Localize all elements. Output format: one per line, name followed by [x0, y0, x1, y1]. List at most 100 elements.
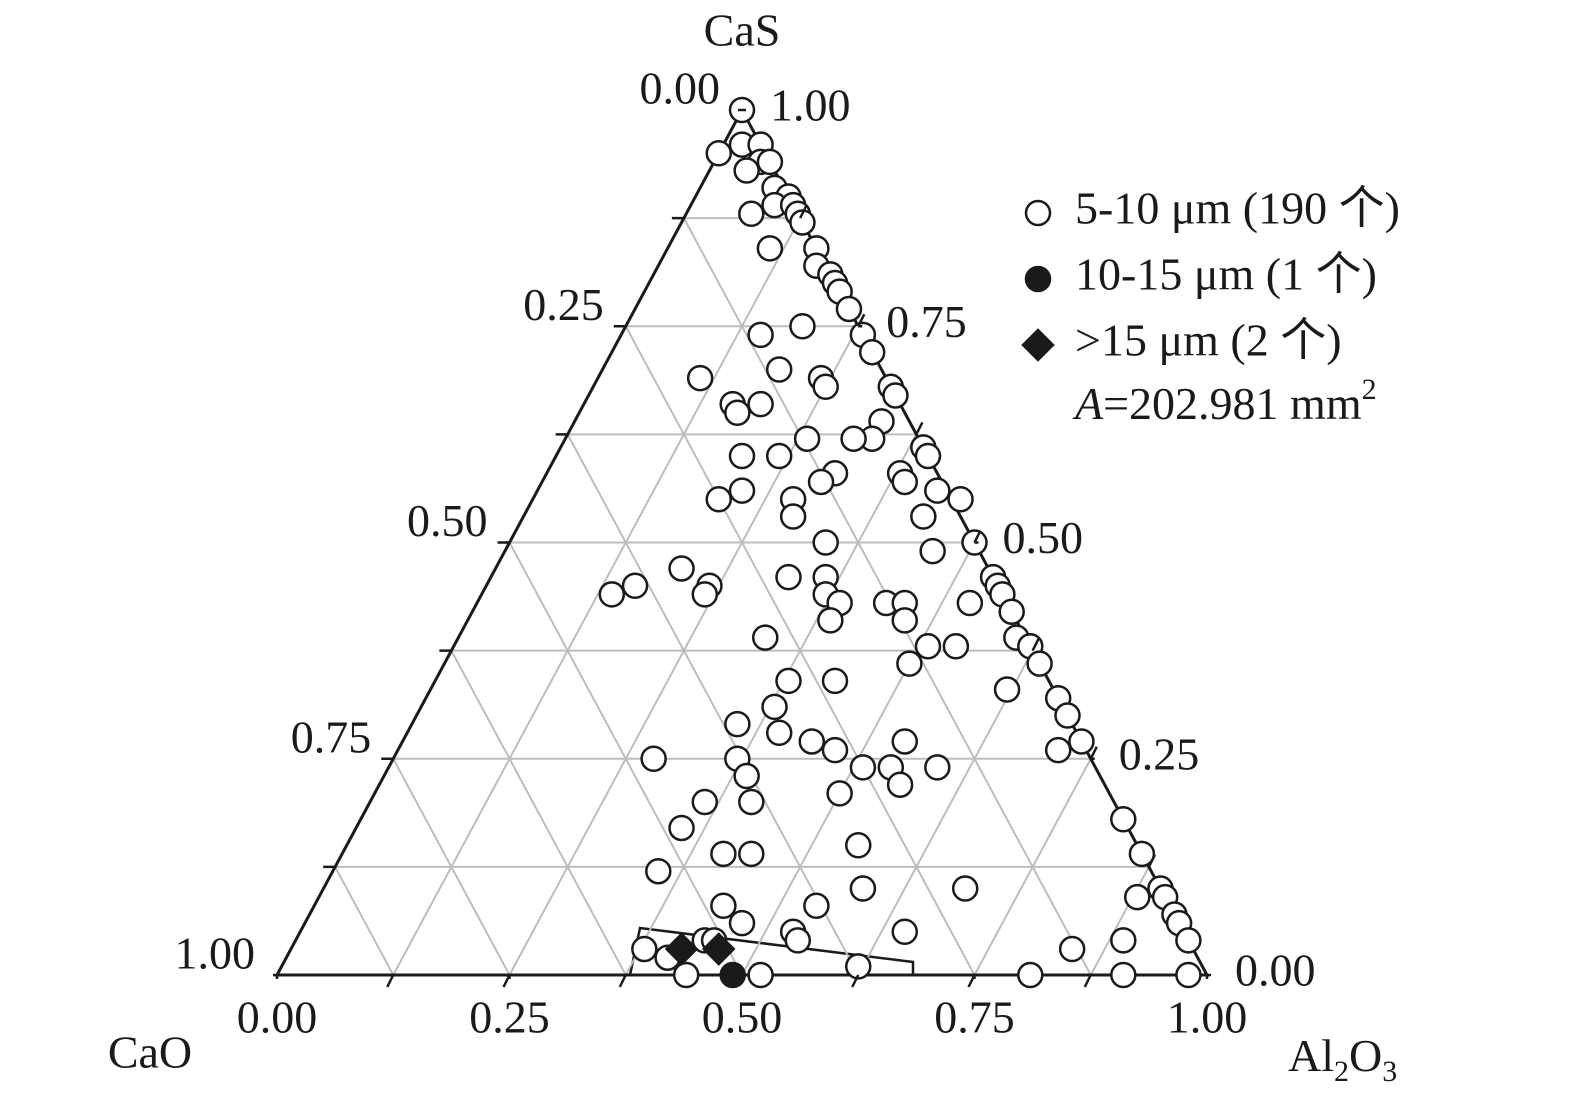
open-circle-marker: [645, 857, 672, 885]
legend-marker: [1024, 199, 1052, 227]
open-circle-marker: [826, 780, 853, 807]
grid-line: [973, 758, 1092, 976]
open-circle-marker: [919, 537, 946, 565]
open-circle-marker: [765, 356, 793, 383]
open-circle-marker: [728, 909, 756, 937]
diamond-marker: [664, 932, 699, 966]
open-circle-marker: [817, 607, 844, 634]
open-circle-marker: [914, 442, 942, 470]
annotation: A=202.981 mm2: [1072, 373, 1377, 429]
open-circle-marker: [631, 935, 658, 963]
right-vertex-label: Al2O3: [1288, 1030, 1397, 1088]
tick-mark: [1147, 854, 1156, 868]
cas-tick-label: 0.75: [886, 296, 967, 347]
open-circle-marker: [886, 771, 914, 798]
cas-tick-label: 0.50: [1003, 512, 1084, 563]
legend-marker: [1021, 328, 1055, 362]
data-marks: [598, 96, 1202, 989]
open-circle-marker: [849, 754, 877, 781]
open-circle-marker: [1044, 736, 1072, 764]
open-circle-marker: [1128, 840, 1156, 868]
open-circle-marker: [691, 581, 719, 608]
open-circle-marker: [761, 693, 788, 721]
al2o3-tick-label: 0.00: [237, 992, 318, 1043]
open-circle-marker: [705, 140, 732, 167]
tick-mark: [1089, 746, 1098, 760]
annotation-symbol: A: [1072, 378, 1104, 429]
open-circle-marker: [1124, 883, 1151, 911]
open-circle-marker: [728, 477, 756, 504]
cao-tick-label: 1.00: [175, 928, 256, 979]
open-circle-marker: [891, 918, 918, 945]
open-circle-marker: [1175, 927, 1202, 954]
open-circle-marker: [1175, 961, 1202, 989]
open-circle-marker: [793, 425, 821, 452]
legend-label: >15 μm (2 个): [1075, 315, 1342, 366]
grid-line: [334, 866, 395, 976]
tick-mark: [1083, 974, 1092, 988]
grid-line: [450, 650, 627, 976]
tick-mark: [857, 313, 866, 327]
tick-mark: [1031, 638, 1040, 652]
grid-line: [392, 217, 802, 976]
annotation-superscript: 2: [1362, 373, 1377, 406]
open-circle-marker: [951, 875, 979, 902]
open-circle-marker: [1110, 927, 1137, 954]
label-part: O: [1349, 1030, 1382, 1081]
open-circle-marker: [710, 892, 737, 920]
cao-tick-label: 0.00: [640, 63, 721, 114]
grid-line: [1089, 866, 1150, 976]
open-circle-marker: [812, 373, 839, 401]
open-circle-marker: [914, 633, 942, 660]
open-circle-marker: [924, 754, 951, 781]
open-circle-marker: [779, 503, 807, 530]
top-vertex-label: CaS: [704, 5, 781, 56]
open-circle-marker: [784, 927, 812, 954]
open-circle-marker: [710, 840, 737, 868]
legend-label: 5-10 μm (190 个): [1075, 183, 1400, 234]
open-circle-marker: [765, 719, 793, 747]
open-circle-marker: [672, 961, 700, 989]
open-circle-marker: [896, 650, 923, 677]
open-circle-marker: [691, 788, 719, 816]
grid-line: [857, 650, 1034, 976]
open-circle-marker: [733, 762, 760, 790]
grid-line: [566, 433, 860, 976]
open-circle-marker: [598, 581, 626, 608]
open-circle-marker: [858, 338, 886, 366]
open-circle-marker: [1026, 650, 1053, 677]
open-circle-marker: [942, 633, 970, 660]
label-subscript: 2: [1334, 1055, 1349, 1088]
annotation-text: =202.981 mm: [1103, 378, 1362, 429]
cas-tick-label: 0.00: [1235, 945, 1316, 996]
open-circle-marker: [947, 486, 974, 513]
open-circle-marker: [891, 468, 918, 496]
open-circle-marker: [882, 382, 909, 409]
open-circle-marker: [775, 563, 802, 591]
open-circle-marker: [840, 425, 867, 452]
open-circle-marker: [738, 200, 765, 228]
open-circle-marker: [849, 875, 877, 902]
open-circle-marker: [733, 157, 760, 184]
open-circle-marker: [789, 313, 816, 340]
open-circle-marker: [1068, 728, 1095, 755]
tick-mark: [915, 421, 924, 435]
open-circle-marker: [621, 572, 649, 599]
open-circle-marker: [891, 728, 918, 755]
tick-mark: [386, 974, 395, 988]
open-circle-marker: [807, 468, 835, 496]
open-circle-marker: [724, 710, 751, 738]
left-vertex-label: CaO: [108, 1027, 192, 1078]
open-circle-marker: [747, 961, 774, 989]
cas-tick-label: 1.00: [770, 80, 851, 131]
al2o3-tick-label: 1.00: [1167, 992, 1248, 1043]
open-circle-marker: [845, 953, 872, 980]
tick-mark: [973, 529, 982, 544]
open-circle-marker: [1110, 806, 1137, 833]
legend-label: 10-15 μm (1 个): [1075, 249, 1377, 300]
open-circle-marker: [775, 667, 802, 695]
open-circle-marker: [756, 235, 784, 262]
open-circle-marker: [1058, 935, 1086, 963]
cao-tick-label: 0.25: [523, 279, 604, 330]
